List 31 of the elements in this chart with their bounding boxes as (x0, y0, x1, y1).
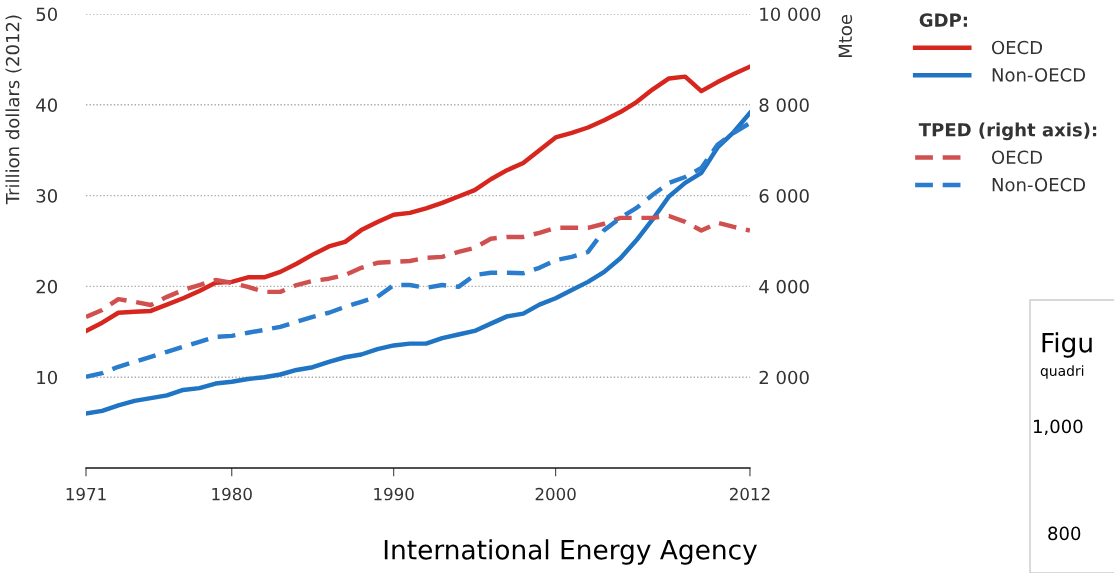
legend-label: OECD (991, 40, 1043, 55)
y2-tick-label: 8 000 (759, 98, 809, 112)
text: International Energy Agency (384, 539, 757, 565)
y-tick-label: 50 (36, 7, 58, 22)
line-series (86, 110, 750, 416)
y-tick-label: 30 (36, 189, 58, 203)
y2-axis-title: Mtoe (838, 14, 853, 58)
legend-label: Non-OECD (992, 177, 1086, 192)
y-axis-title: Trillion dollars (2012) (5, 15, 22, 205)
x-tick-label: 1980 (212, 487, 252, 501)
x-tick-label: 1971 (66, 487, 106, 501)
legend-title: GDP: (919, 13, 967, 27)
y2-tick-label: 6 000 (759, 189, 809, 203)
line-series (86, 213, 750, 320)
text: Figu (1042, 332, 1092, 358)
y-tick-label: 20 (36, 279, 58, 294)
y-tick-label: 40 (36, 98, 58, 112)
y2-tick-label: 2 000 (759, 370, 809, 385)
y2-tick-label: 4 000 (759, 279, 809, 294)
x-tick-label: 1990 (374, 487, 414, 501)
text: 1,000 (1033, 419, 1083, 436)
y-tick-label: 10 (37, 370, 58, 385)
text: quadri (1040, 365, 1084, 379)
text: 800 (1048, 526, 1081, 541)
text: TPED (right axis): (918, 122, 1097, 141)
legend-label: Non-OECD (992, 68, 1086, 82)
line-series (86, 64, 750, 334)
y2-tick-label: 10 000 (760, 7, 821, 22)
x-tick-label: 2012 (729, 487, 770, 501)
legend-label: OECD (991, 150, 1043, 165)
x-tick-label: 2000 (535, 487, 576, 501)
